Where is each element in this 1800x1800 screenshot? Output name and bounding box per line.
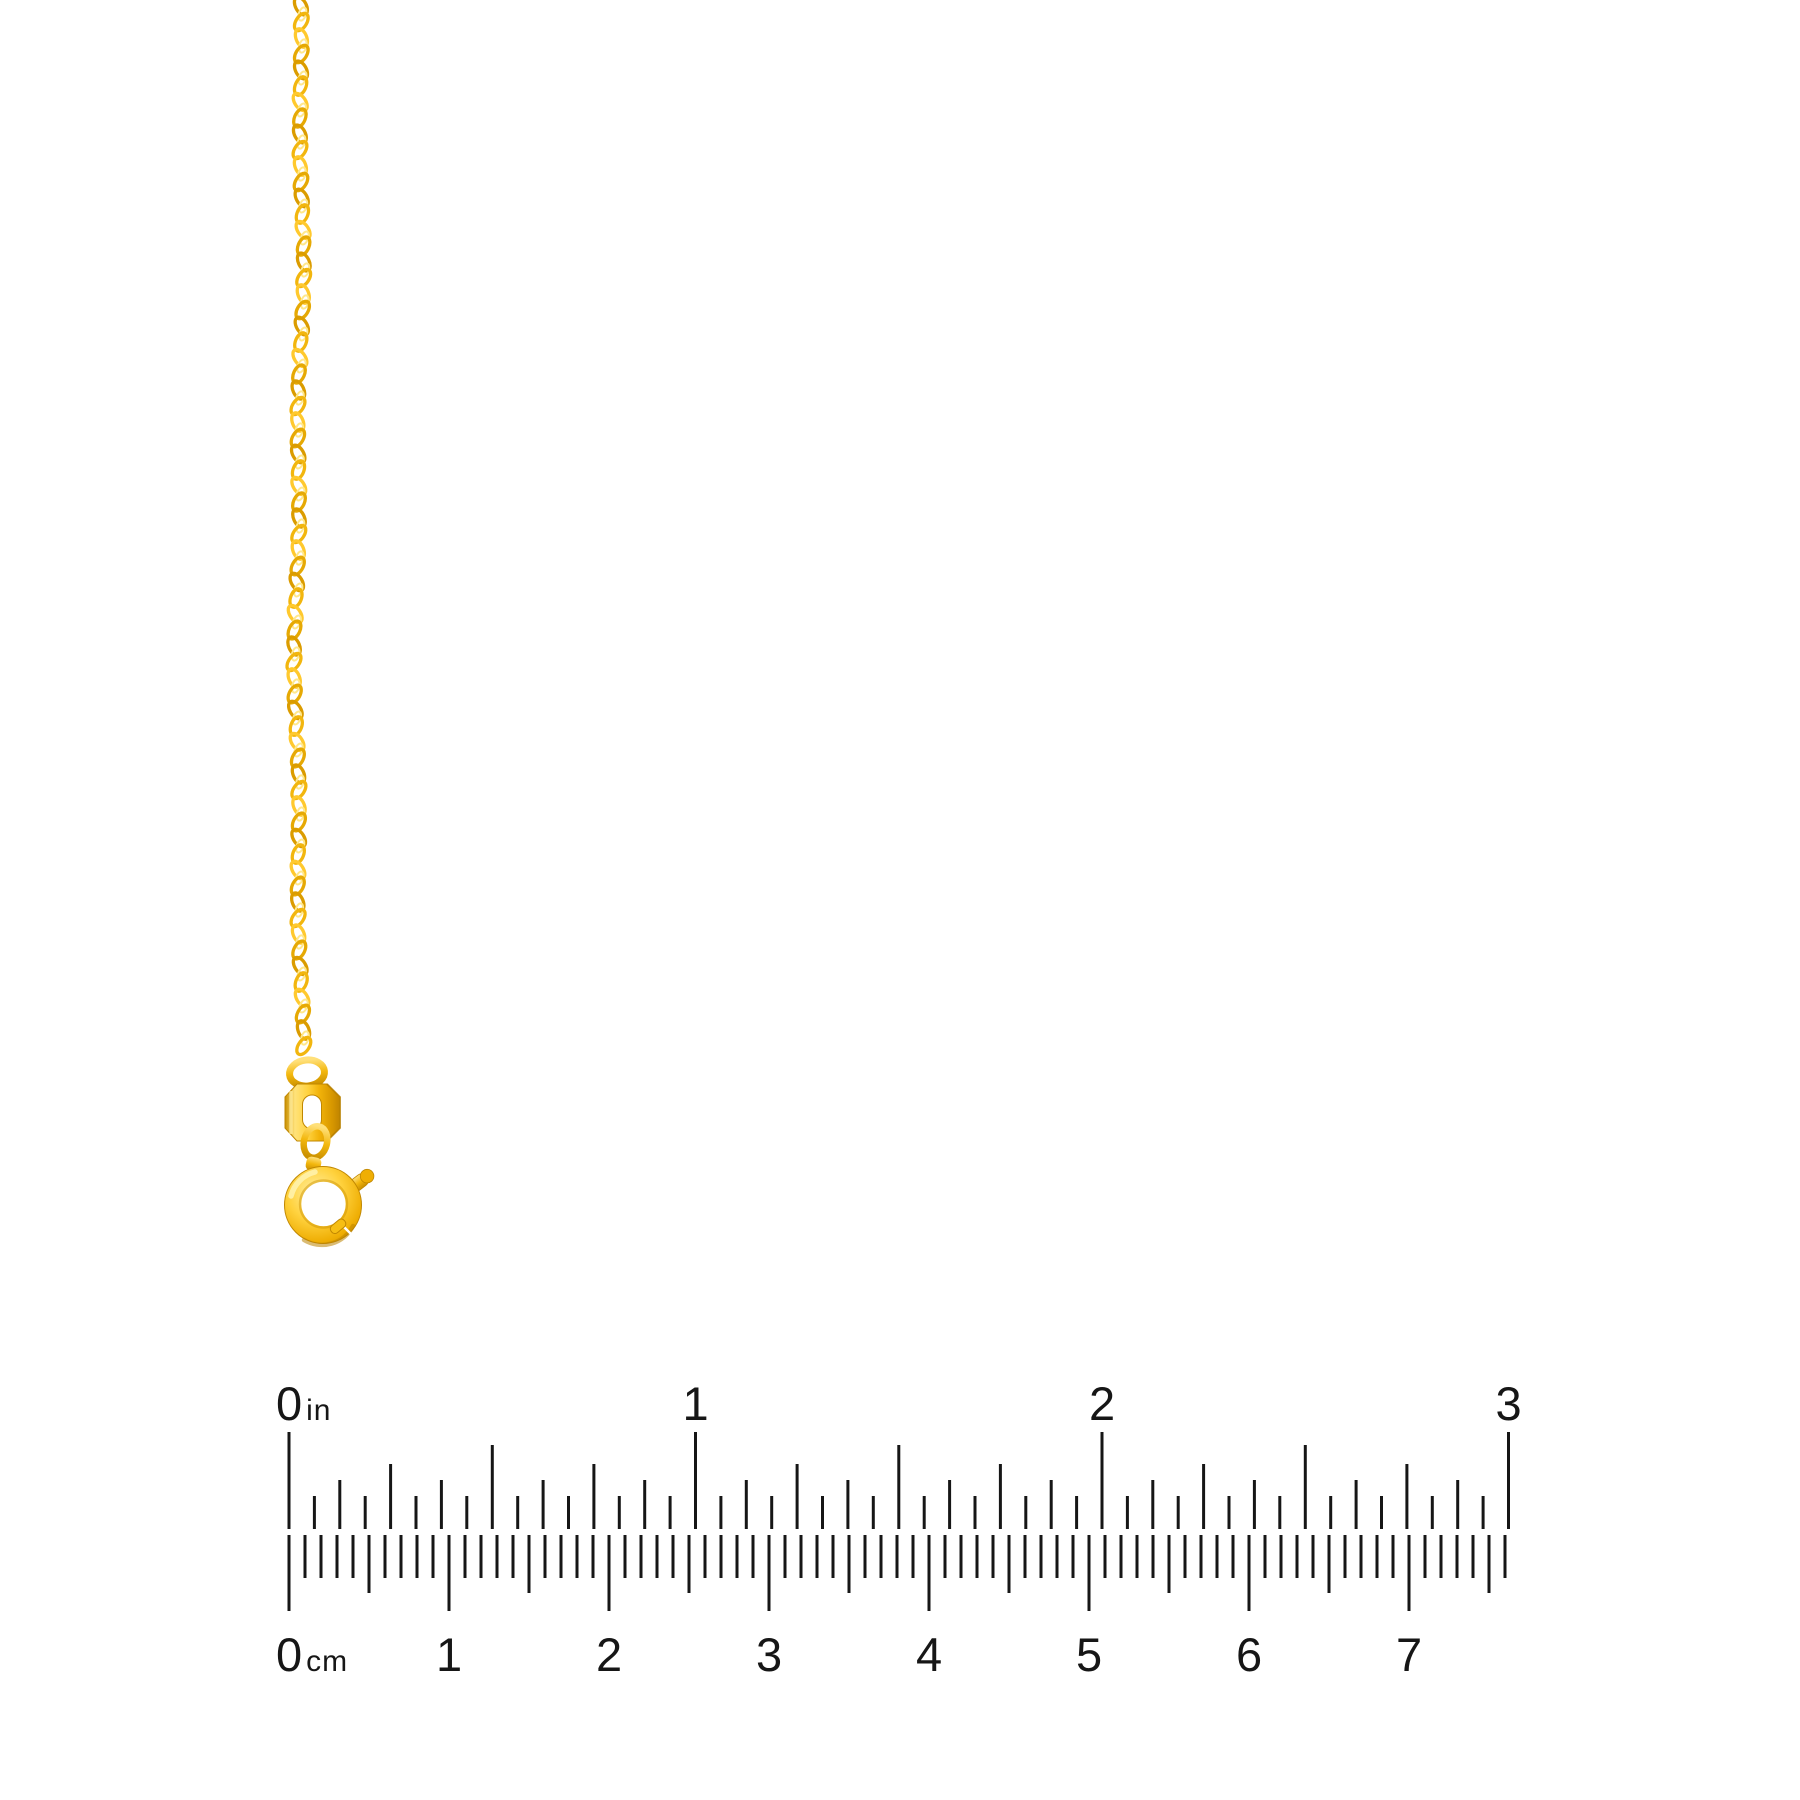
chain-link-highlight — [293, 742, 304, 758]
connector-link — [284, 1083, 341, 1142]
chain-link — [290, 843, 306, 865]
clasp-latch-tab — [329, 1218, 347, 1235]
ruler — [287, 1432, 1510, 1611]
chain-link-highlight — [298, 998, 309, 1014]
chain-link — [291, 363, 307, 385]
chain-link — [295, 1035, 313, 1057]
chain-link — [292, 155, 309, 177]
rope-chain — [285, 0, 313, 1057]
jump-ring-top — [286, 1056, 328, 1090]
spring-ring-clasp — [284, 1156, 375, 1248]
chain-link — [286, 667, 302, 689]
chain-link — [293, 27, 310, 49]
chain-link — [290, 411, 306, 433]
chain-link — [290, 923, 307, 945]
